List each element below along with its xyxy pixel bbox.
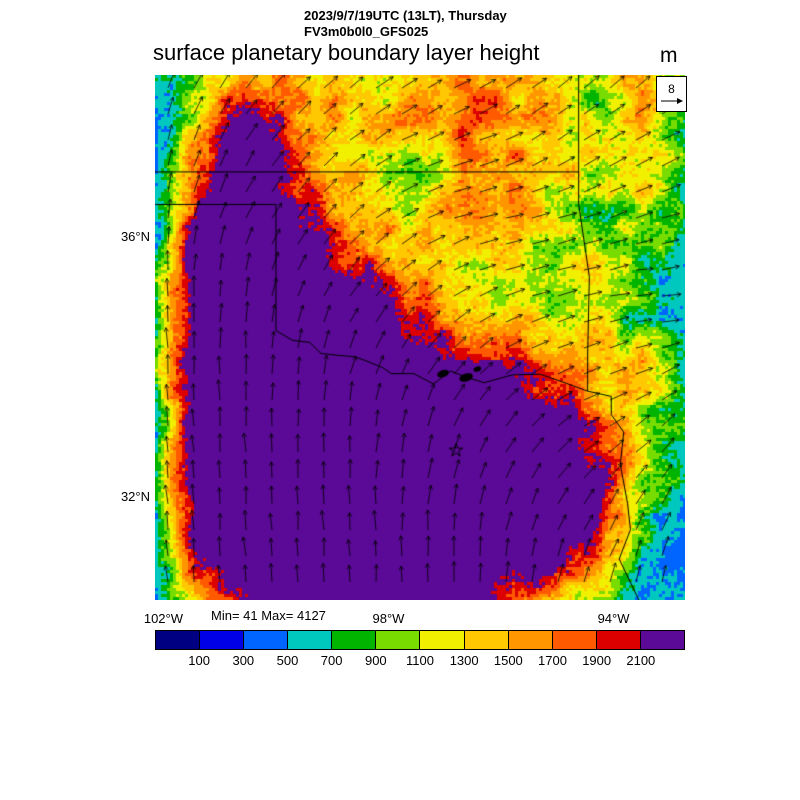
colorbar-tick-label: 1300 (449, 653, 479, 668)
x-axis-label: 94°W (597, 611, 630, 626)
colorbar-segment (640, 631, 684, 649)
colorbar-segment (376, 631, 421, 649)
colorbar-tick-label: 2100 (626, 653, 656, 668)
colorbar-tick-label: 900 (364, 653, 387, 668)
page-title: surface planetary boundary layer height (153, 40, 540, 65)
model-line: FV3m0b0l0_GFS025 (304, 24, 429, 39)
units-label: m (660, 44, 678, 67)
minmax-stats: Min= 41 Max= 4127 (211, 608, 326, 623)
colorbar-segment (596, 631, 641, 649)
y-axis-label: 32°N (120, 489, 150, 505)
colorbar-segment (244, 631, 289, 649)
y-axis-label: 36°N (120, 228, 150, 244)
colorbar-tick-label: 1500 (493, 653, 523, 668)
colorbar-tick-label: 1900 (582, 653, 612, 668)
colorbar-tick-label: 500 (276, 653, 299, 668)
colorbar-segment (464, 631, 509, 649)
colorbar-tick-label: 1700 (538, 653, 567, 668)
colorbar-tick-label: 700 (320, 653, 343, 668)
colorbar (155, 630, 685, 650)
colorbar-segment (508, 631, 553, 649)
colorbar-tick-label: 300 (232, 653, 255, 668)
x-axis-label: 102°W (143, 611, 184, 626)
colorbar-segment (552, 631, 597, 649)
colorbar-segment (332, 631, 377, 649)
datetime-line: 2023/9/7/19UTC (13LT), Thursday (304, 8, 507, 23)
vector-ref-value: 8 (668, 81, 675, 96)
map-canvas (155, 75, 685, 600)
vector-ref-arrow-icon (660, 97, 683, 104)
colorbar-segment (288, 631, 333, 649)
colorbar-segment (200, 631, 245, 649)
colorbar-tick-label: 100 (188, 653, 210, 668)
x-axis-label: 98°W (372, 611, 405, 626)
colorbar-segment (156, 631, 201, 649)
vector-ref-box: 8 (656, 76, 687, 112)
colorbar-segment (420, 631, 465, 649)
colorbar-tick-label: 1100 (406, 653, 434, 668)
